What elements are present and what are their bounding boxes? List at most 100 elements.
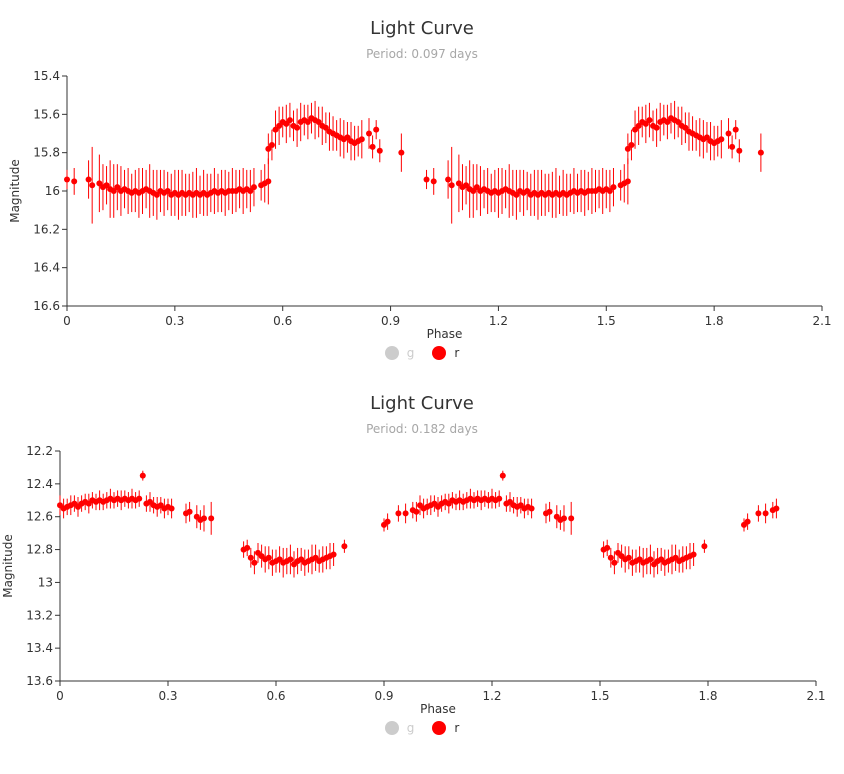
x-tick-label: 0.9 (374, 689, 393, 703)
data-point (732, 126, 739, 133)
x-tick-label: 1.5 (597, 314, 616, 328)
data-point (89, 182, 96, 189)
data-point (315, 119, 322, 125)
y-tick-label: 16.4 (33, 261, 60, 275)
legend-item-g[interactable]: g (384, 346, 415, 360)
data-point (755, 510, 762, 517)
data-point (103, 182, 110, 189)
data-point (624, 178, 631, 185)
x-tick-label: 1.2 (482, 689, 501, 703)
light-curve-chart-2: Light Curve Period: 0.182 days 12.2 12.4 1… (0, 375, 844, 774)
data-point (71, 178, 78, 185)
x-tick-label: 1.8 (698, 689, 717, 703)
x-tick-label: 1.8 (705, 314, 724, 328)
data-point (265, 554, 272, 561)
data-point (304, 119, 311, 125)
data-point (341, 543, 348, 550)
y-tick-label: 16 (45, 184, 60, 198)
data-point (463, 182, 470, 189)
data-point (186, 508, 193, 515)
y-tick-label: 13 (38, 575, 53, 589)
legend-label-g: g (406, 721, 415, 735)
data-point (561, 515, 567, 522)
data-point (164, 188, 171, 194)
legend-item-r[interactable]: r (432, 346, 459, 360)
y-tick-label: 12.2 (26, 444, 53, 458)
legend-item-g[interactable]: g (384, 721, 415, 735)
data-point (703, 134, 710, 141)
data-point (250, 184, 257, 191)
data-point (653, 124, 660, 131)
legend-label-r: r (454, 346, 460, 360)
legend-marker-g (384, 346, 399, 360)
x-tick-label: 0.3 (165, 314, 184, 328)
x-tick-label: 0.6 (273, 314, 292, 328)
y-tick-label: 16.6 (33, 299, 60, 313)
legend-label-g: g (406, 346, 415, 360)
data-point (136, 495, 143, 502)
data-point (294, 124, 301, 131)
data-point (701, 543, 708, 550)
data-point (762, 510, 769, 517)
data-point (265, 145, 272, 152)
data-point (430, 178, 437, 185)
data-point (773, 505, 780, 512)
y-tick-label: 16.2 (33, 222, 60, 236)
data-point (624, 145, 631, 152)
data-point (153, 191, 160, 198)
legend-item-r[interactable]: r (432, 721, 459, 735)
data-point (286, 117, 293, 124)
data-point (546, 508, 553, 515)
chart-title: Light Curve (370, 18, 474, 39)
data-point (96, 180, 103, 187)
data-point (283, 120, 290, 127)
data-point (499, 472, 506, 479)
legend-marker-r (432, 721, 447, 735)
data-point (513, 191, 520, 198)
data-point (369, 143, 376, 150)
data-point (395, 510, 402, 517)
x-tick-label: 1.5 (590, 689, 609, 703)
data-point (604, 544, 611, 551)
y-tick-label: 13.4 (26, 641, 53, 655)
y-tick-label: 15.6 (33, 107, 60, 121)
data-point (423, 176, 430, 183)
data-point (757, 149, 764, 156)
data-point (344, 134, 351, 141)
x-tick-label: 0.3 (158, 689, 177, 703)
data-point (473, 184, 480, 191)
legend: g r (0, 721, 844, 735)
data-point (470, 188, 477, 194)
legend-marker-g (384, 721, 399, 735)
x-tick-label: 0 (63, 314, 71, 328)
x-axis-label: Phase (420, 702, 456, 716)
chart-subtitle: Period: 0.097 days (366, 47, 478, 61)
data-point (568, 515, 575, 522)
data-point (322, 124, 329, 131)
x-tick-label: 0 (56, 689, 64, 703)
x-tick-label: 0.6 (266, 689, 285, 703)
data-point (524, 188, 531, 194)
data-point (690, 551, 697, 558)
data-point (268, 142, 275, 148)
data-point (265, 178, 272, 185)
data-point (528, 505, 535, 512)
data-point (606, 188, 613, 194)
data-point (625, 554, 632, 561)
plot-area: 12.2 12.4 12.6 12.8 13 13.2 13.4 13.60 0.3 0.6 0.9… (1, 444, 826, 716)
data-point (358, 136, 365, 143)
y-tick-label: 12.8 (26, 543, 53, 557)
data-point (376, 147, 383, 154)
x-tick-label: 2.1 (812, 314, 831, 328)
legend: g r (0, 346, 844, 360)
data-point (413, 508, 420, 515)
data-point (402, 510, 409, 517)
x-tick-label: 1.2 (489, 314, 508, 328)
chart-title: Light Curve (370, 393, 474, 414)
data-point (496, 495, 503, 502)
y-axis-label: Magnitude (1, 534, 15, 598)
data-point (114, 184, 121, 191)
data-point (664, 119, 671, 125)
data-point (64, 176, 70, 183)
data-point (635, 122, 642, 129)
